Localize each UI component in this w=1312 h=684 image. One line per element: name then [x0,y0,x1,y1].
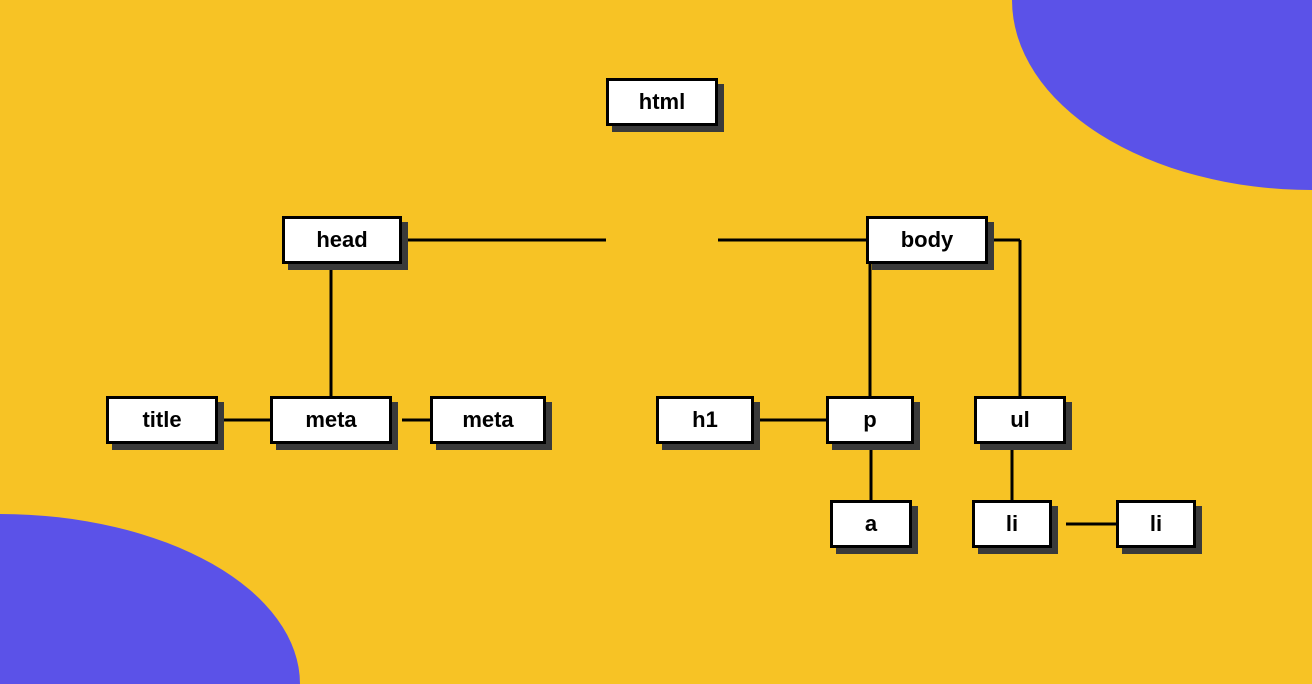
tree-node-label: meta [462,407,513,433]
tree-node-h1: h1 [656,396,754,444]
tree-node-body: body [866,216,988,264]
tree-node-html: html [606,78,718,126]
tree-node-li1: li [972,500,1052,548]
tree-node-label: title [142,407,181,433]
tree-node-title: title [106,396,218,444]
tree-node-label: li [1006,511,1018,537]
tree-node-label: meta [305,407,356,433]
tree-node-meta2: meta [430,396,546,444]
tree-node-label: h1 [692,407,718,433]
tree-node-label: ul [1010,407,1030,433]
tree-node-label: html [639,89,685,115]
tree-node-label: p [863,407,876,433]
tree-node-label: li [1150,511,1162,537]
diagram-canvas: html head body title meta meta h1 p ul a li li [0,0,1312,684]
tree-node-ul: ul [974,396,1066,444]
tree-node-li2: li [1116,500,1196,548]
tree-node-label: head [316,227,367,253]
tree-node-meta1: meta [270,396,392,444]
tree-node-head: head [282,216,402,264]
tree-node-label: a [865,511,877,537]
tree-node-label: body [901,227,954,253]
tree-node-p: p [826,396,914,444]
tree-node-a: a [830,500,912,548]
